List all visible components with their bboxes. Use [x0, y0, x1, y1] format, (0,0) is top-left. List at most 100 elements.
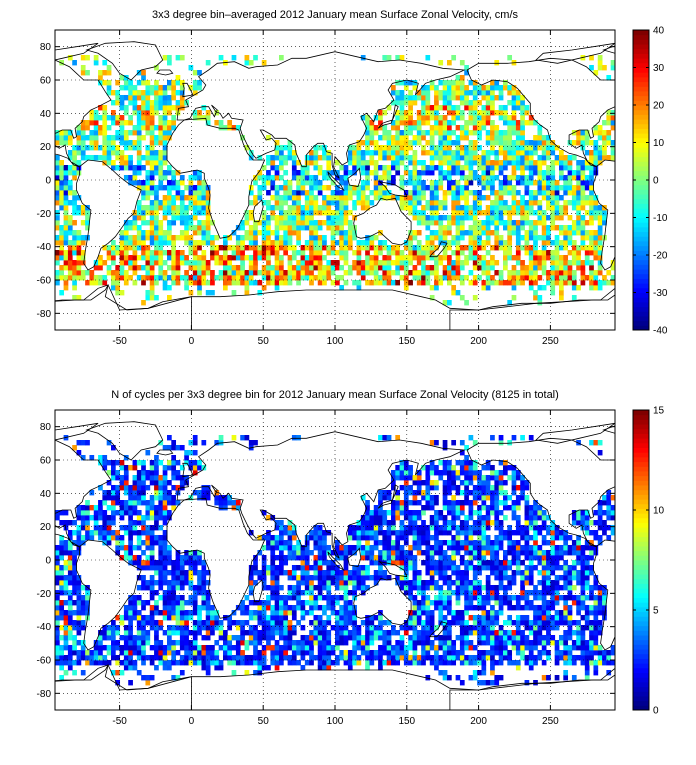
heatmap-cell [512, 200, 517, 205]
heatmap-cell [550, 260, 555, 265]
heatmap-cell [417, 250, 422, 255]
heatmap-cell [512, 280, 517, 285]
heatmap-cell [499, 280, 504, 285]
heatmap-cell [469, 225, 474, 230]
heatmap-cell [223, 260, 228, 265]
heatmap-cell [357, 645, 362, 650]
heatmap-cell [516, 200, 521, 205]
heatmap-cell [503, 620, 508, 625]
heatmap-cell [313, 225, 318, 230]
heatmap-cell [141, 585, 146, 590]
heatmap-cell [520, 210, 525, 215]
heatmap-cell [499, 605, 504, 610]
heatmap-cell [516, 225, 521, 230]
heatmap-cell [163, 260, 168, 265]
heatmap-cell [589, 280, 594, 285]
heatmap-cell [240, 640, 245, 645]
heatmap-cell [150, 660, 155, 665]
heatmap-cell [606, 140, 611, 145]
heatmap-cell [572, 645, 577, 650]
heatmap-cell [408, 655, 413, 660]
heatmap-cell [443, 200, 448, 205]
heatmap-cell [55, 575, 60, 580]
heatmap-cell [111, 110, 116, 115]
heatmap-cell [585, 275, 590, 280]
heatmap-cell [176, 195, 181, 200]
heatmap-cell [404, 580, 409, 585]
heatmap-cell [520, 275, 525, 280]
heatmap-cell [542, 285, 547, 290]
heatmap-cell [270, 620, 275, 625]
heatmap-cell [322, 170, 327, 175]
heatmap-cell [443, 595, 448, 600]
heatmap-cell [469, 180, 474, 185]
heatmap-cell [339, 635, 344, 640]
heatmap-cell [417, 215, 422, 220]
x-tick-label: 150 [398, 336, 415, 347]
heatmap-cell [201, 620, 206, 625]
heatmap-cell [598, 280, 603, 285]
heatmap-cell [430, 625, 435, 630]
heatmap-cell [413, 140, 418, 145]
heatmap-cell [494, 230, 499, 235]
heatmap-cell [404, 95, 409, 100]
heatmap-cell [447, 85, 452, 90]
heatmap-cell [490, 125, 495, 130]
heatmap-cell [292, 170, 297, 175]
heatmap-cell [318, 220, 323, 225]
heatmap-cell [313, 265, 318, 270]
heatmap-cell [512, 145, 517, 150]
heatmap-cell [473, 90, 478, 95]
heatmap-cell [447, 170, 452, 175]
heatmap-cell [184, 575, 189, 580]
heatmap-cell [102, 110, 107, 115]
heatmap-cell [77, 600, 82, 605]
heatmap-cell [262, 630, 267, 635]
heatmap-cell [344, 260, 349, 265]
heatmap-cell [507, 160, 512, 165]
heatmap-cell [167, 580, 172, 585]
heatmap-cell [145, 260, 150, 265]
heatmap-cell [145, 295, 150, 300]
heatmap-cell [59, 250, 64, 255]
heatmap-cell [171, 600, 176, 605]
heatmap-cell [279, 215, 284, 220]
heatmap-cell [72, 220, 77, 225]
heatmap-cell [158, 165, 163, 170]
heatmap-cell [344, 230, 349, 235]
heatmap-cell [64, 630, 69, 635]
heatmap-cell [529, 200, 534, 205]
heatmap-cell [326, 650, 331, 655]
heatmap-cell [469, 640, 474, 645]
heatmap-cell [322, 155, 327, 160]
heatmap-cell [447, 645, 452, 650]
heatmap-cell [546, 170, 551, 175]
heatmap-cell [481, 240, 486, 245]
heatmap-cell [585, 615, 590, 620]
colorbar-swatch [633, 236, 649, 241]
heatmap-cell [477, 620, 482, 625]
colorbar-swatch [633, 232, 649, 237]
heatmap-cell [331, 280, 336, 285]
heatmap-cell [357, 150, 362, 155]
heatmap-cell [124, 135, 129, 140]
heatmap-cell [318, 180, 323, 185]
heatmap-cell [288, 255, 293, 260]
heatmap-cell [460, 100, 465, 105]
heatmap-cell [201, 260, 206, 265]
heatmap-cell [395, 630, 400, 635]
heatmap-cell [572, 640, 577, 645]
heatmap-cell [507, 100, 512, 105]
heatmap-cell [128, 90, 133, 95]
heatmap-cell [72, 670, 77, 675]
heatmap-cell [361, 200, 366, 205]
heatmap-cell [486, 225, 491, 230]
heatmap-cell [145, 185, 150, 190]
heatmap-cell [193, 85, 198, 90]
heatmap-cell [275, 220, 280, 225]
heatmap-cell [150, 165, 155, 170]
heatmap-cell [438, 80, 443, 85]
heatmap-cell [576, 640, 581, 645]
heatmap-cell [253, 610, 258, 615]
heatmap-cell [245, 660, 250, 665]
